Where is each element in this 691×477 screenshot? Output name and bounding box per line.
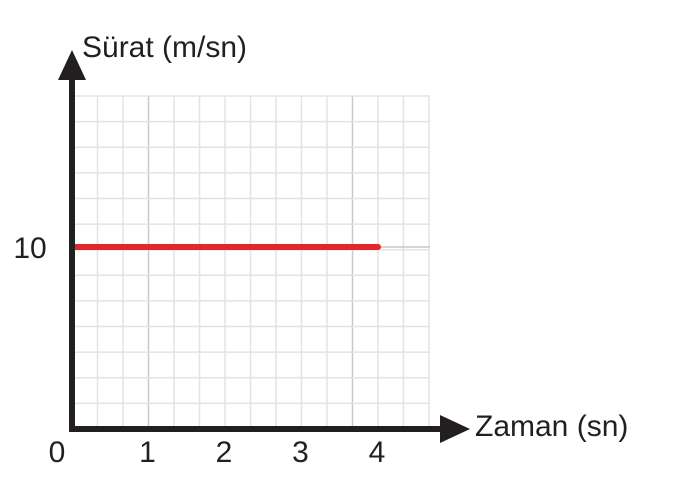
- x-tick-label: 0: [49, 436, 66, 469]
- y-tick-labels: 10: [13, 232, 46, 265]
- y-axis-label: Sürat (m/sn): [82, 31, 247, 64]
- x-tick-label: 2: [216, 436, 233, 469]
- x-tick-label: 3: [292, 436, 309, 469]
- x-axis-label: Zaman (sn): [475, 410, 628, 443]
- x-axis-arrow-icon: [440, 415, 470, 443]
- x-tick-labels: 0 1 2 3 4: [49, 436, 386, 469]
- grid: [72, 95, 430, 429]
- y-tick-label: 10: [13, 232, 46, 265]
- x-tick-label: 1: [139, 436, 156, 469]
- x-tick-label: 4: [369, 436, 386, 469]
- y-axis-arrow-icon: [58, 50, 86, 80]
